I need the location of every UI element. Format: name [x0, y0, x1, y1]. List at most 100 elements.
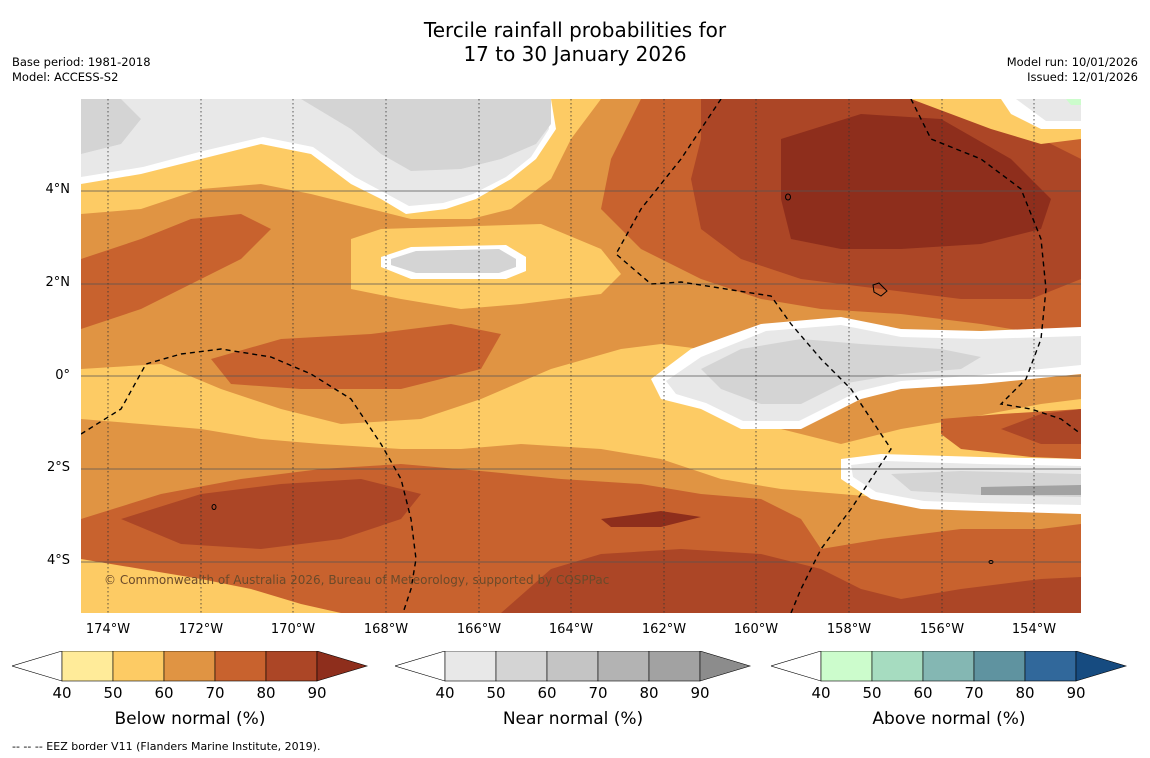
- region-near-50-60: [301, 99, 551, 171]
- colorbar-segment: [265, 650, 318, 682]
- region-near-50-60: [81, 99, 141, 154]
- colorbar-segment: [316, 650, 369, 682]
- colorbar-segment: [820, 650, 873, 682]
- region-below-50-60: [81, 344, 1081, 499]
- region-near-50-60: [701, 339, 981, 404]
- colorbar-tick: 50: [486, 684, 506, 702]
- colorbar-title: Below normal (%): [114, 709, 266, 729]
- colorbar-segment: [393, 650, 446, 682]
- colorbar-segment: [973, 650, 1026, 682]
- island-outline: [211, 504, 217, 510]
- colorbar-tick: 50: [103, 684, 123, 702]
- colorbar-segment: [597, 650, 650, 682]
- lat-label: 2°N: [45, 275, 71, 290]
- lon-label: 158°W: [826, 622, 872, 637]
- colorbar-title: Above normal (%): [872, 709, 1026, 729]
- colorbar-segment: [163, 650, 216, 682]
- colorbar-near-svg: [393, 650, 752, 682]
- rainfall-probability-map: © Commonwealth of Australia 2026, Bureau…: [81, 99, 1081, 613]
- colorbar-tick: 80: [639, 684, 659, 702]
- colorbar-tick: 50: [862, 684, 882, 702]
- graticule: [81, 190, 1081, 563]
- lat-label: 2°S: [46, 460, 70, 475]
- colorbar-segment: [444, 650, 497, 682]
- colorbar-segment: [648, 650, 701, 682]
- region-below-80-90: [501, 549, 1081, 613]
- colorbar-tick: 70: [964, 684, 984, 702]
- colorbar-segment: [495, 650, 548, 682]
- colorbar-tick: 70: [205, 684, 225, 702]
- colorbar-near: [393, 650, 755, 687]
- colorbar-segment: [922, 650, 975, 682]
- region-near-50-60: [391, 249, 516, 273]
- colorbar-above: [769, 650, 1131, 687]
- colorbar-tick: 90: [690, 684, 710, 702]
- lon-label: 162°W: [641, 622, 687, 637]
- eez-border-line: [615, 99, 892, 613]
- region-below-80-90: [121, 479, 421, 549]
- region-near-80-90: [981, 485, 1081, 495]
- colorbar-segment: [1024, 650, 1077, 682]
- model-name: Model: ACCESS-S2: [12, 70, 119, 84]
- island-outline: [785, 193, 791, 201]
- region-near-40-50: [1016, 99, 1081, 121]
- island-outline: [988, 560, 994, 564]
- colorbar-segment: [214, 650, 267, 682]
- colorbar-tick: 60: [537, 684, 557, 702]
- eez-footnote: -- -- -- EEZ border V11 (Flanders Marine…: [12, 740, 321, 753]
- colorbar-tick: 70: [588, 684, 608, 702]
- colorbar-title: Near normal (%): [502, 709, 644, 729]
- colorbar-below: [10, 650, 372, 687]
- graticule-lon: [107, 99, 1035, 613]
- issued-date: Issued: 12/01/2026: [1027, 70, 1138, 84]
- colorbar-tick: 60: [154, 684, 174, 702]
- colorbar-tick: 40: [435, 684, 455, 702]
- colorbar-segment: [112, 650, 165, 682]
- map-svg: [81, 99, 1081, 613]
- meta-left: Base period: 1981-2018 Model: ACCESS-S2: [12, 55, 151, 85]
- lon-label: 172°W: [178, 622, 224, 637]
- lat-label: 4°N: [45, 182, 71, 197]
- region-below-70-80: [81, 214, 271, 329]
- region-below-90: [781, 114, 1051, 249]
- lon-label: 174°W: [85, 622, 131, 637]
- region-below-50-60: [81, 371, 211, 424]
- eez-border-line: [910, 99, 1081, 435]
- colorbar-segment: [1075, 650, 1128, 682]
- colorbar-tick: 90: [1066, 684, 1086, 702]
- lon-label: 160°W: [733, 622, 779, 637]
- colorbar-segment: [10, 650, 63, 682]
- colorbar-tick: 40: [811, 684, 831, 702]
- colorbar-segment: [769, 650, 822, 682]
- colorbar-tick: 80: [1015, 684, 1035, 702]
- colorbar-segment: [699, 650, 752, 682]
- lon-label: 154°W: [1011, 622, 1057, 637]
- region-above-40-50: [1066, 99, 1081, 105]
- title-line-1: Tercile rainfall probabilities for: [423, 18, 727, 42]
- model-run: Model run: 10/01/2026: [1006, 55, 1138, 69]
- colorbar-below-svg: [10, 650, 369, 682]
- lon-label: 166°W: [456, 622, 502, 637]
- lon-label: 156°W: [919, 622, 965, 637]
- region-below-70-80: [211, 324, 501, 389]
- island-outline: [872, 282, 888, 297]
- copyright-notice: © Commonwealth of Australia 2026, Bureau…: [104, 573, 610, 587]
- lat-label: 4°S: [46, 553, 70, 568]
- base-period: Base period: 1981-2018: [12, 55, 151, 69]
- colorbar-tick: 40: [52, 684, 72, 702]
- colorbar-tick: 80: [256, 684, 276, 702]
- colorbar-tick: 60: [913, 684, 933, 702]
- colorbar-above-svg: [769, 650, 1128, 682]
- lon-label: 168°W: [363, 622, 409, 637]
- colorbar-tick: 90: [307, 684, 327, 702]
- eez-borders: [81, 99, 1081, 613]
- region-below-90: [601, 511, 701, 527]
- lon-label: 170°W: [270, 622, 316, 637]
- lat-label: 0°: [55, 368, 70, 383]
- islands: [211, 193, 994, 564]
- title-line-2: 17 to 30 January 2026: [463, 42, 687, 66]
- colorbar-segment: [61, 650, 114, 682]
- region-below-50-60: [81, 559, 341, 613]
- lon-label: 164°W: [548, 622, 594, 637]
- meta-right: Model run: 10/01/2026 Issued: 12/01/2026: [1007, 55, 1138, 85]
